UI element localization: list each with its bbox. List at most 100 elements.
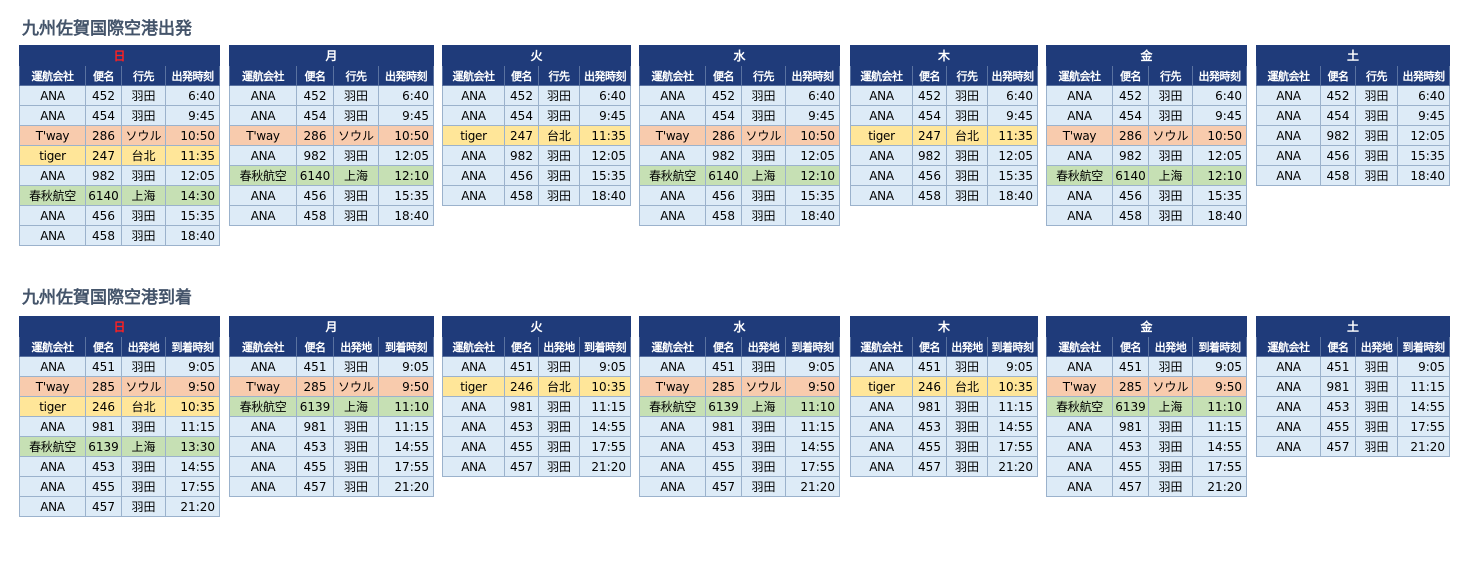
place-cell: 羽田 xyxy=(121,85,166,106)
airline-cell: ANA xyxy=(1046,476,1113,497)
place-cell: 上海 xyxy=(741,165,786,186)
table-row: ANA 458 羽田 18:40 xyxy=(850,185,1039,206)
table-row: T'way 285 ソウル 9:50 xyxy=(229,376,435,397)
column-header: 運航会社 xyxy=(1046,65,1113,86)
column-header: 運航会社 xyxy=(1256,65,1321,86)
time-cell: 11:15 xyxy=(1191,416,1248,437)
flight-cell: 458 xyxy=(1320,165,1356,186)
place-cell: 羽田 xyxy=(946,105,988,126)
time-cell: 9:45 xyxy=(578,105,632,126)
flight-cell: 451 xyxy=(296,356,334,377)
time-cell: 18:40 xyxy=(164,225,221,246)
time-cell: 21:20 xyxy=(164,496,221,517)
time-cell: 9:05 xyxy=(164,356,221,377)
time-cell: 18:40 xyxy=(784,205,841,226)
airline-cell: tiger xyxy=(850,376,913,397)
airline-cell: ANA xyxy=(1046,436,1113,457)
flight-cell: 982 xyxy=(912,145,947,166)
place-cell: 羽田 xyxy=(121,356,166,377)
airline-cell: ANA xyxy=(639,85,706,106)
place-cell: 上海 xyxy=(333,396,379,417)
column-header: 出発時刻 xyxy=(986,65,1039,86)
column-header: 出発時刻 xyxy=(1396,65,1451,86)
place-cell: 羽田 xyxy=(538,165,580,186)
time-cell: 9:50 xyxy=(784,376,841,397)
time-cell: 9:50 xyxy=(1191,376,1248,397)
table-row: ANA 451 羽田 9:05 xyxy=(1046,356,1248,377)
column-header: 便名 xyxy=(296,65,334,86)
flight-cell: 451 xyxy=(504,356,539,377)
flight-cell: 453 xyxy=(296,436,334,457)
time-cell: 12:10 xyxy=(377,165,435,186)
table-row: ANA 452 羽田 6:40 xyxy=(639,85,841,106)
airline-cell: ANA xyxy=(1046,85,1113,106)
time-cell: 12:05 xyxy=(164,165,221,186)
airline-cell: ANA xyxy=(1046,416,1113,437)
column-header: 出発時刻 xyxy=(578,65,632,86)
flight-cell: 456 xyxy=(912,165,947,186)
table-row: tiger 246 台北 10:35 xyxy=(19,396,221,417)
flight-cell: 453 xyxy=(85,456,122,477)
time-cell: 9:50 xyxy=(164,376,221,397)
place-cell: 上海 xyxy=(741,396,786,417)
table-row: ANA 982 羽田 12:05 xyxy=(229,145,435,166)
place-cell: 上海 xyxy=(121,185,166,206)
time-cell: 11:10 xyxy=(377,396,435,417)
place-cell: 羽田 xyxy=(1355,165,1398,186)
airline-cell: ANA xyxy=(229,436,297,457)
place-cell: 羽田 xyxy=(1148,85,1193,106)
day-header: 木 xyxy=(849,45,1039,66)
table-row: tiger 247 台北 11:35 xyxy=(19,145,221,166)
table-row: T'way 286 ソウル 10:50 xyxy=(229,125,435,146)
airline-cell: T'way xyxy=(229,376,297,397)
airline-cell: ANA xyxy=(850,145,913,166)
time-cell: 21:20 xyxy=(578,456,632,477)
column-header: 便名 xyxy=(504,65,539,86)
time-cell: 18:40 xyxy=(1191,205,1248,226)
time-cell: 9:05 xyxy=(986,356,1039,377)
time-cell: 14:55 xyxy=(1191,436,1248,457)
place-cell: 羽田 xyxy=(1355,376,1398,397)
airline-cell: T'way xyxy=(1046,125,1113,146)
table-row: tiger 246 台北 10:35 xyxy=(442,376,632,397)
airline-cell: ANA xyxy=(850,185,913,206)
airline-cell: ANA xyxy=(1046,456,1113,477)
airline-cell: ANA xyxy=(850,105,913,126)
airline-cell: ANA xyxy=(442,105,505,126)
airline-cell: 春秋航空 xyxy=(229,396,297,417)
flight-cell: 247 xyxy=(504,125,539,146)
time-cell: 10:50 xyxy=(784,125,841,146)
place-cell: 羽田 xyxy=(333,105,379,126)
column-header: 便名 xyxy=(1112,65,1149,86)
column-header: 便名 xyxy=(705,336,742,357)
place-cell: 羽田 xyxy=(121,476,166,497)
flight-cell: 458 xyxy=(85,225,122,246)
place-cell: 台北 xyxy=(121,145,166,166)
table-row: ANA 453 羽田 14:55 xyxy=(1046,436,1248,457)
table-row: tiger 246 台北 10:35 xyxy=(850,376,1039,397)
place-cell: ソウル xyxy=(741,125,786,146)
place-cell: ソウル xyxy=(333,125,379,146)
arrivals-table-3: 水運航会社 便名 出発地 到着時刻 ANA 451 羽田 9:05 T'way 285 ソウル 9:5… xyxy=(638,316,841,497)
arrivals-table-0: 日運航会社 便名 出発地 到着時刻 ANA 451 羽田 9:05 T'way 285 ソウル 9:5… xyxy=(18,316,221,517)
place-cell: 羽田 xyxy=(333,85,379,106)
time-cell: 21:20 xyxy=(784,476,841,497)
table-row: ANA 458 羽田 18:40 xyxy=(229,205,435,226)
table-row: ANA 455 羽田 17:55 xyxy=(639,456,841,477)
time-cell: 6:40 xyxy=(986,85,1039,106)
column-header: 到着時刻 xyxy=(377,336,435,357)
airline-cell: ANA xyxy=(442,165,505,186)
place-cell: ソウル xyxy=(1148,376,1193,397)
column-header: 行先 xyxy=(946,65,988,86)
time-cell: 11:15 xyxy=(784,416,841,437)
airline-cell: ANA xyxy=(19,356,86,377)
place-cell: 台北 xyxy=(946,376,988,397)
column-header: 行先 xyxy=(121,65,166,86)
place-cell: 羽田 xyxy=(538,436,580,457)
time-cell: 11:35 xyxy=(986,125,1039,146)
flight-cell: 454 xyxy=(1112,105,1149,126)
column-header: 便名 xyxy=(85,336,122,357)
time-cell: 12:10 xyxy=(1191,165,1248,186)
time-cell: 10:35 xyxy=(164,396,221,417)
airline-cell: ANA xyxy=(850,456,913,477)
